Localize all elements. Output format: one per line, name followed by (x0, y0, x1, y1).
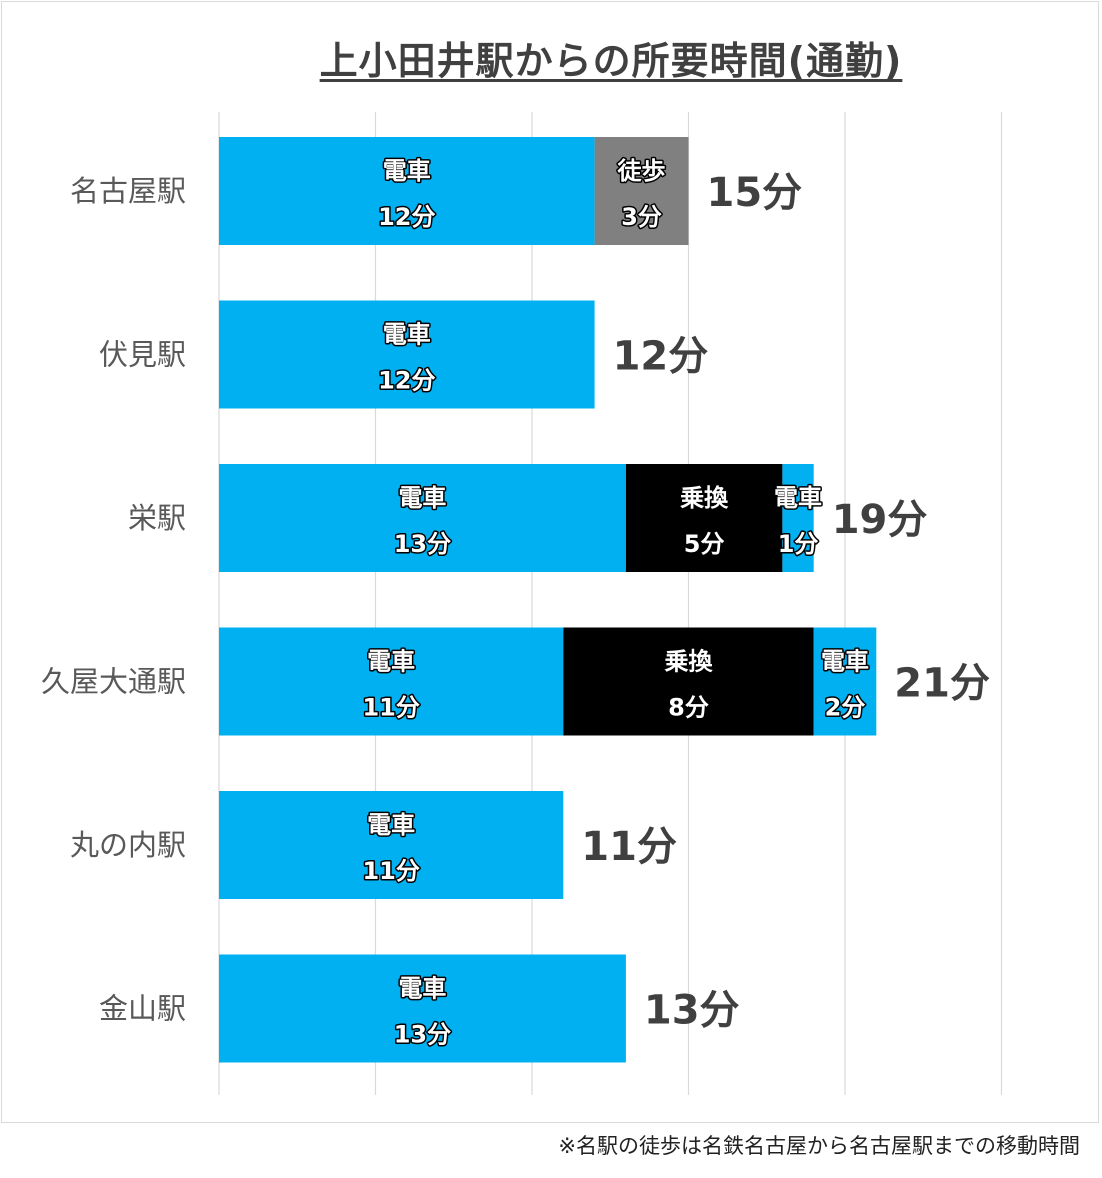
segment-value-label-0-0: 12分 (378, 203, 435, 231)
bar-segment-4-0 (219, 791, 564, 899)
segment-value-label-4-0: 11分 (362, 857, 419, 885)
segment-value-label-3-1: 8分 (668, 694, 709, 722)
segment-value-label-1-0: 12分 (378, 367, 435, 395)
segment-value-label-2-2: 1分 (778, 530, 819, 558)
bar-segment-3-1 (563, 627, 814, 736)
segment-mode-label-2-0: 電車 (398, 484, 446, 512)
segment-mode-label-5-0: 電車 (398, 975, 446, 1003)
category-label-4: 丸の内駅 (70, 828, 186, 862)
segment-value-label-5-0: 13分 (394, 1021, 451, 1049)
total-label-5: 13分 (644, 988, 740, 1034)
segment-mode-label-2-1: 乗換 (680, 484, 729, 512)
category-label-1: 伏見駅 (99, 338, 186, 372)
total-label-4: 11分 (581, 824, 677, 870)
footnote: ※名駅の徒歩は名鉄名古屋から名古屋駅までの移動時間 (558, 1134, 1080, 1158)
segment-value-label-2-0: 13分 (394, 530, 451, 558)
category-label-3: 久屋大通駅 (41, 665, 186, 699)
segment-value-label-3-0: 11分 (362, 694, 419, 722)
bar-segment-1-0 (219, 300, 595, 409)
category-label-2: 栄駅 (128, 501, 186, 535)
bar-segment-5-0 (219, 954, 626, 1063)
bar-segment-0-1 (594, 137, 689, 245)
total-label-3: 21分 (894, 661, 990, 707)
bar-segment-2-0 (219, 464, 626, 572)
segment-mode-label-3-0: 電車 (367, 648, 415, 676)
total-label-2: 19分 (832, 497, 928, 543)
bar-segment-3-0 (219, 627, 564, 736)
bar-segment-0-0 (219, 137, 595, 245)
segment-mode-label-3-1: 乗換 (665, 648, 714, 676)
chart-title: 上小田井駅からの所要時間(通勤) (319, 39, 903, 83)
chart-plot: 名古屋駅電車12分徒歩3分15分伏見駅電車12分12分栄駅電車13分乗換5分電車… (41, 112, 1003, 1095)
bar-segment-2-1 (625, 464, 783, 572)
bar-segment-2-2 (782, 464, 814, 572)
segment-mode-label-1-0: 電車 (383, 321, 431, 349)
total-label-1: 12分 (613, 334, 709, 380)
segment-mode-label-0-0: 電車 (383, 157, 431, 185)
segment-mode-label-4-0: 電車 (367, 811, 415, 839)
segment-value-label-2-1: 5分 (684, 530, 725, 558)
category-label-5: 金山駅 (99, 992, 186, 1026)
segment-mode-label-2-2: 電車 (774, 484, 822, 512)
segment-value-label-3-2: 2分 (825, 694, 866, 722)
segment-mode-label-3-2: 電車 (821, 648, 869, 676)
segment-value-label-0-1: 3分 (621, 203, 662, 231)
bar-segment-3-2 (813, 627, 877, 736)
total-label-0: 15分 (707, 170, 803, 216)
segment-mode-label-0-1: 徒歩 (617, 157, 666, 185)
category-label-0: 名古屋駅 (70, 174, 186, 208)
